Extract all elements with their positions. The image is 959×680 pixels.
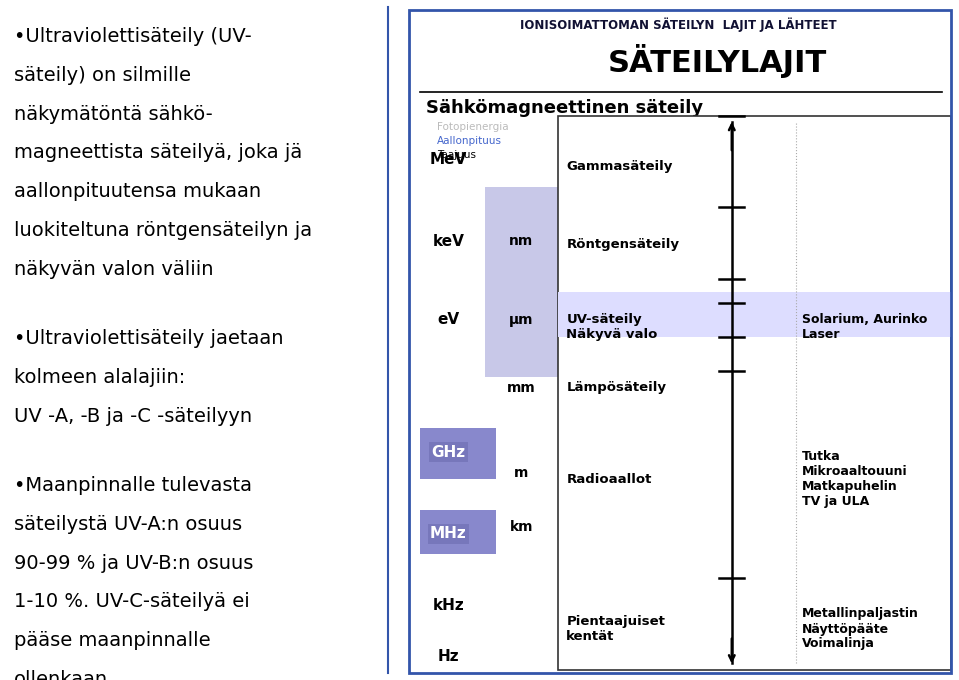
Text: kolmeen alalajiin:: kolmeen alalajiin: [14, 368, 185, 387]
Text: Radioaallot: Radioaallot [566, 473, 652, 486]
Text: kHz: kHz [433, 598, 464, 613]
Text: säteily) on silmille: säteily) on silmille [14, 66, 191, 85]
Text: Pientaajuiset
kentät: Pientaajuiset kentät [566, 615, 666, 643]
Text: •Ultraviolettisäteily jaetaan: •Ultraviolettisäteily jaetaan [14, 329, 284, 348]
Text: Aallonpituus: Aallonpituus [437, 136, 503, 146]
Text: MeV: MeV [430, 152, 467, 167]
Text: SÄTEILYLAJIT: SÄTEILYLAJIT [608, 44, 828, 78]
Text: Tutka
Mikroaaltouuni
Matkapuhelin
TV ja ULA: Tutka Mikroaaltouuni Matkapuhelin TV ja … [802, 450, 907, 509]
Text: IONISOIMATTOMAN SÄTEILYN  LAJIT JA LÄHTEET: IONISOIMATTOMAN SÄTEILYN LAJIT JA LÄHTEE… [520, 17, 837, 31]
Text: eV: eV [437, 312, 459, 327]
Text: Sähkömagneettinen säteily: Sähkömagneettinen säteily [426, 99, 703, 116]
Text: aallonpituutensa mukaan: aallonpituutensa mukaan [14, 182, 261, 201]
Text: luokiteltuna röntgensäteilyn ja: luokiteltuna röntgensäteilyn ja [14, 221, 312, 240]
Text: säteilystä UV-A:n osuus: säteilystä UV-A:n osuus [14, 515, 242, 534]
Bar [420, 510, 496, 554]
Text: MHz: MHz [430, 526, 467, 541]
Text: Gammasäteily: Gammasäteily [566, 160, 672, 173]
Text: 1-10 %. UV-C-säteilyä ei: 1-10 %. UV-C-säteilyä ei [14, 592, 249, 611]
Text: km: km [509, 520, 533, 534]
Text: nm: nm [509, 235, 533, 248]
Text: •Maanpinnalle tulevasta: •Maanpinnalle tulevasta [14, 476, 252, 495]
Text: Fotopienergia: Fotopienergia [437, 122, 509, 133]
Text: pääse maanpinnalle: pääse maanpinnalle [14, 631, 211, 650]
Text: ollenkaan: ollenkaan [14, 670, 108, 680]
Text: näkyvän valon väliin: näkyvän valon väliin [14, 260, 214, 279]
Text: mm: mm [507, 381, 536, 394]
Text: UV-säteily: UV-säteily [566, 313, 642, 326]
Text: •Ultraviolettisäteily (UV-: •Ultraviolettisäteily (UV- [14, 27, 251, 46]
Text: 90-99 % ja UV-B:n osuus: 90-99 % ja UV-B:n osuus [14, 554, 253, 573]
Text: GHz: GHz [432, 445, 465, 460]
Bar [420, 428, 496, 479]
Text: μm: μm [509, 313, 533, 326]
Text: m: m [514, 466, 528, 479]
Text: Lämpösäteily: Lämpösäteily [566, 381, 667, 394]
Text: Näkyvä valo: Näkyvä valo [566, 328, 658, 341]
Text: keV: keV [433, 234, 464, 249]
Bar [558, 116, 950, 670]
Text: magneettista säteilyä, joka jä: magneettista säteilyä, joka jä [14, 143, 302, 163]
Bar [485, 187, 561, 377]
Text: Röntgensäteily: Röntgensäteily [566, 238, 679, 252]
Text: Hz: Hz [437, 649, 459, 664]
Text: Solarium, Aurinko: Solarium, Aurinko [802, 313, 927, 326]
Bar [558, 292, 950, 337]
Text: näkymätöntä sähkö-: näkymätöntä sähkö- [14, 105, 213, 124]
Text: Metallinpaljastin
Näyttöpääte
Voimalinja: Metallinpaljastin Näyttöpääte Voimalinja [802, 607, 919, 651]
Text: UV -A, -B ja -C -säteilyyn: UV -A, -B ja -C -säteilyyn [14, 407, 252, 426]
Text: Taajuus: Taajuus [437, 150, 477, 160]
Text: Laser: Laser [802, 328, 840, 341]
